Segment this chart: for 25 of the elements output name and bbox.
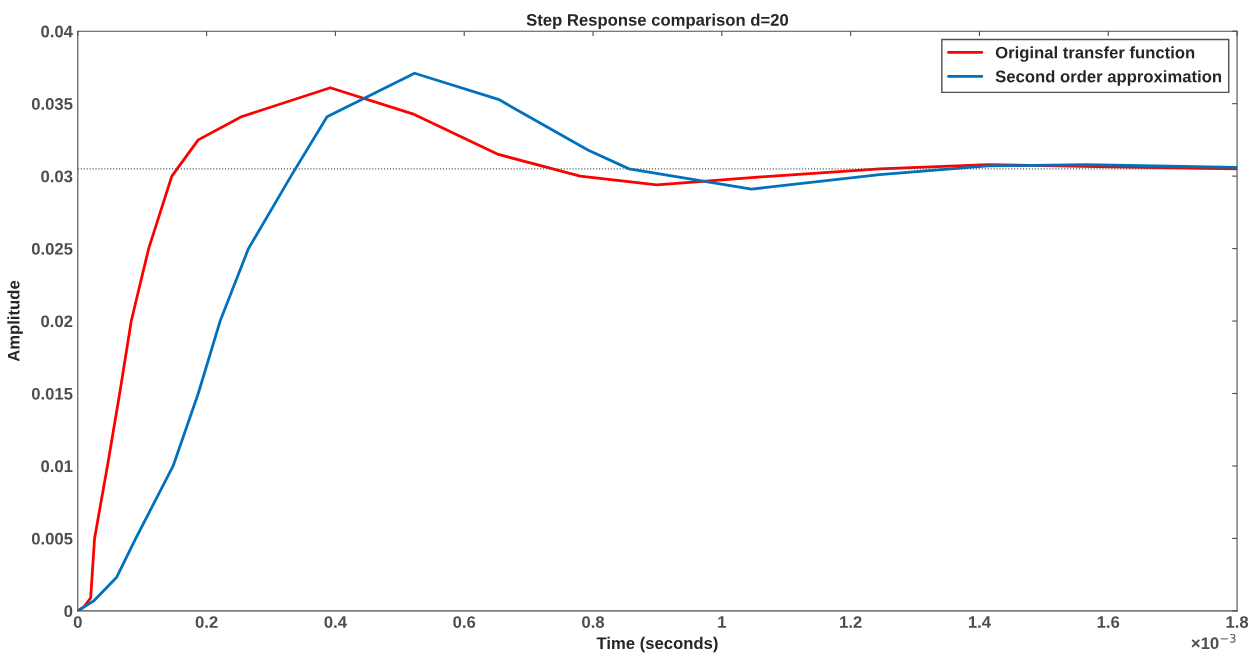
x-tick-label: 1.6	[1097, 616, 1120, 628]
x-tick-label: 0.6	[453, 616, 476, 628]
y-tick-label: 0.015	[31, 387, 73, 400]
x-tick-label: 0	[73, 616, 82, 628]
y-tick-label: 0.04	[41, 25, 73, 38]
x-tick-label: 0.2	[195, 616, 218, 628]
y-tick-label: 0.03	[41, 170, 73, 183]
y-tick-label: 0.01	[41, 460, 73, 473]
x-tick-label: 1	[718, 616, 726, 628]
x-axis-title: Time (seconds)	[596, 636, 718, 653]
y-axis-title: Amplitude	[7, 280, 23, 362]
legend-label: Second order approximation	[995, 70, 1222, 86]
y-tick-label: 0.02	[41, 315, 73, 328]
legend-label: Original transfer function	[995, 46, 1195, 62]
x-tick-label: 0.8	[582, 616, 605, 628]
text: ×10$^{−3}$	[1191, 633, 1236, 650]
y-tick-label: 0.005	[31, 532, 73, 545]
y-tick-label: 0.035	[31, 98, 73, 110]
x-tick-label: 1.2	[840, 616, 862, 628]
y-tick-label: 0	[64, 605, 73, 618]
chart-title: Step Response comparison d=20	[526, 13, 789, 30]
x-tick-label: 0.4	[324, 616, 347, 628]
x-tick-label: 1.4	[968, 616, 991, 628]
y-tick-label: 0.025	[31, 242, 73, 255]
x-tick-label: 1.8	[1226, 616, 1249, 628]
